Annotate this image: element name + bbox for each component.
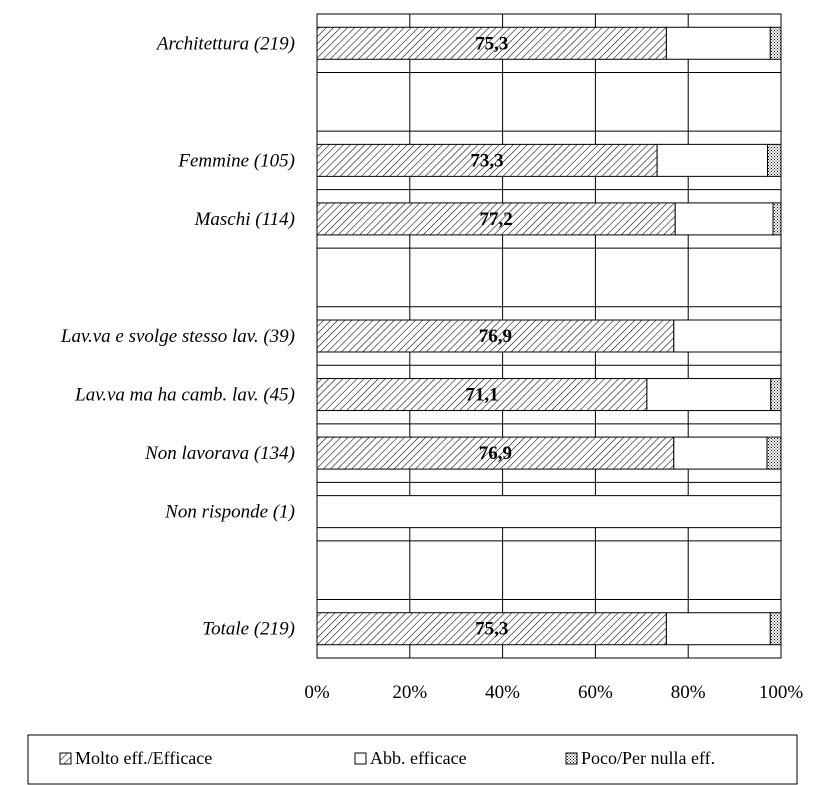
bar-segment-abb-efficace	[656, 143, 769, 177]
legend-swatch	[354, 752, 367, 765]
bar-segment-molto-eff-efficace	[316, 26, 667, 60]
plot-frame	[316, 13, 782, 659]
x-tick-label: 40%	[485, 682, 520, 703]
category-label: Femmine (105)	[177, 150, 295, 171]
bars-layer	[316, 26, 782, 646]
data-label: 75,3	[475, 33, 508, 54]
category-label: Lav.va e svolge stesso lav. (39)	[60, 326, 295, 347]
data-label: 73,3	[470, 150, 503, 171]
legend-swatch	[565, 752, 578, 765]
data-label: 75,3	[475, 619, 508, 640]
bar-segment-abb-efficace	[673, 436, 768, 470]
category-label: Architettura (219)	[155, 33, 295, 54]
x-tick-label: 80%	[671, 682, 706, 703]
legend-label: Molto eff./Efficace	[75, 748, 212, 768]
data-label: 76,9	[479, 326, 512, 347]
bar-segment-poco-per-nulla-eff	[767, 143, 782, 177]
category-label: Maschi (114)	[194, 209, 295, 230]
labels-layer: 75,3 73,3 77,2 76,9 71,1 76,9 75,3	[465, 33, 512, 639]
data-label: 71,1	[465, 385, 498, 406]
legend-label: Poco/Per nulla eff.	[581, 748, 715, 768]
x-tick-label: 0%	[304, 682, 330, 703]
bar-segment-poco-per-nulla-eff	[769, 612, 782, 646]
bar-segment-poco-per-nulla-eff	[772, 202, 782, 236]
legend: Molto eff./Efficace Abb. efficace Poco/Per…	[27, 734, 798, 785]
category-label: Non lavorava (134)	[144, 443, 295, 464]
legend-swatch	[59, 752, 72, 765]
bar-segment-molto-eff-efficace	[316, 612, 667, 646]
bar-segment-molto-eff-efficace	[316, 378, 648, 412]
axis-layer: 0% 20% 40% 60% 80% 100% Architettura (219) Femm…	[60, 13, 804, 703]
legend-box	[27, 734, 798, 785]
x-tick-label: 100%	[759, 682, 804, 703]
bar-segment-molto-eff-efficace	[316, 202, 676, 236]
bar-segment-poco-per-nulla-eff	[766, 436, 782, 470]
bar-segment-abb-efficace	[665, 26, 771, 60]
bar-segment-abb-efficace	[665, 612, 771, 646]
bar-segment-molto-eff-efficace	[316, 319, 675, 353]
bar-segment-abb-efficace	[674, 202, 774, 236]
category-label: Non risponde (1)	[164, 502, 295, 523]
x-tick-label: 20%	[392, 682, 427, 703]
bar-segment-poco-per-nulla-eff	[769, 26, 782, 60]
category-label: Lav.va ma ha camb. lav. (45)	[74, 385, 295, 406]
category-label: Totale (219)	[202, 619, 295, 640]
legend-label: Abb. efficace	[370, 748, 467, 768]
bar-segment-abb-efficace	[646, 378, 772, 412]
data-label: 77,2	[479, 209, 512, 230]
x-tick-label: 60%	[578, 682, 613, 703]
data-label: 76,9	[479, 443, 512, 464]
bar-segment-abb-efficace	[316, 495, 782, 529]
bar-segment-poco-per-nulla-eff	[770, 378, 782, 412]
bar-segment-abb-efficace	[673, 319, 782, 353]
